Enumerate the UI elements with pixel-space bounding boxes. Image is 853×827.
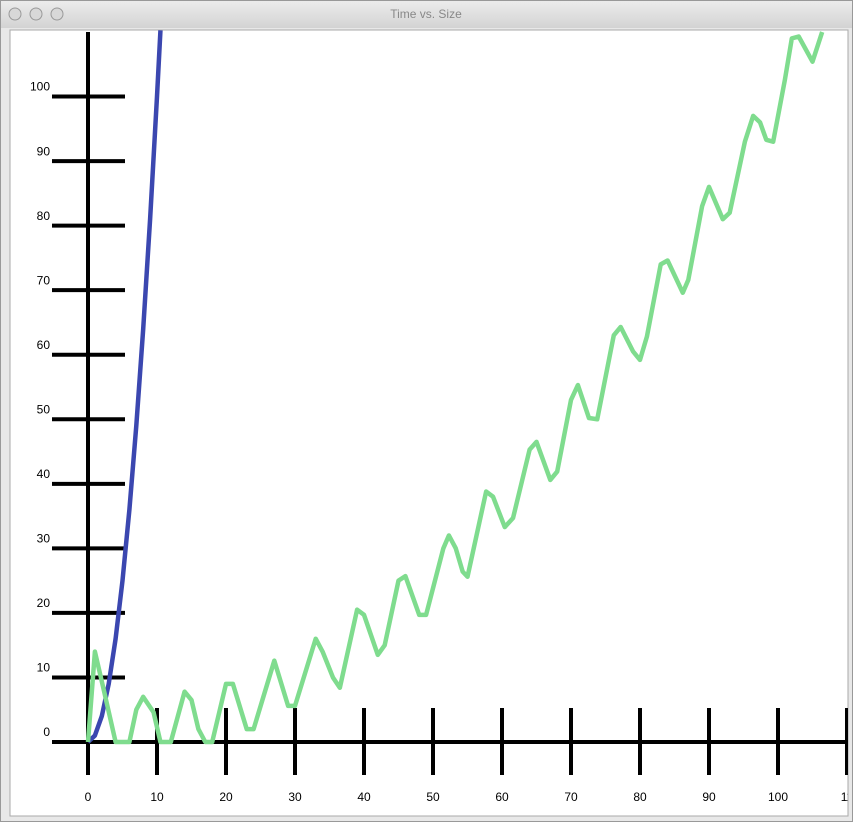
y-tick-label: 40: [37, 467, 51, 481]
x-tick-label: 40: [357, 790, 371, 804]
y-tick-label: 100: [30, 80, 50, 94]
x-tick-label: 100: [768, 790, 788, 804]
y-tick-label: 80: [37, 209, 51, 223]
canvas: [9, 29, 849, 817]
title-bar: [1, 1, 852, 28]
y-tick-label: 10: [37, 661, 51, 675]
minimize-button[interactable]: [29, 7, 43, 21]
x-tick-label: 0: [85, 790, 92, 804]
x-tick-label: 11: [841, 790, 853, 804]
y-tick-label: 60: [37, 338, 51, 352]
close-button[interactable]: [8, 7, 22, 21]
x-tick-label: 80: [633, 790, 647, 804]
y-tick-label: 20: [37, 596, 51, 610]
x-tick-label: 70: [564, 790, 578, 804]
y-tick-label: 50: [37, 402, 51, 416]
zoom-button[interactable]: [50, 7, 64, 21]
x-tick-label: 30: [288, 790, 302, 804]
x-tick-label: 20: [219, 790, 233, 804]
series-line: [85, 31, 825, 745]
plot: 0 10 20 30 40 50 60 70 80 90 100 0 10 20 30 40 50 60 70 80 9…: [30, 30, 853, 804]
y-tick-label: 90: [37, 144, 51, 158]
x-tick-label: 10: [150, 790, 164, 804]
window-title: Time vs. Size: [390, 7, 462, 21]
x-tick-label: 90: [702, 790, 716, 804]
y-tick-label: 30: [37, 532, 51, 546]
x-tick-label: 60: [495, 790, 509, 804]
y-tick-label: 70: [37, 273, 51, 287]
y-tick-label: 0: [43, 725, 50, 739]
x-tick-label: 50: [426, 790, 440, 804]
series-line: [86, 30, 163, 744]
